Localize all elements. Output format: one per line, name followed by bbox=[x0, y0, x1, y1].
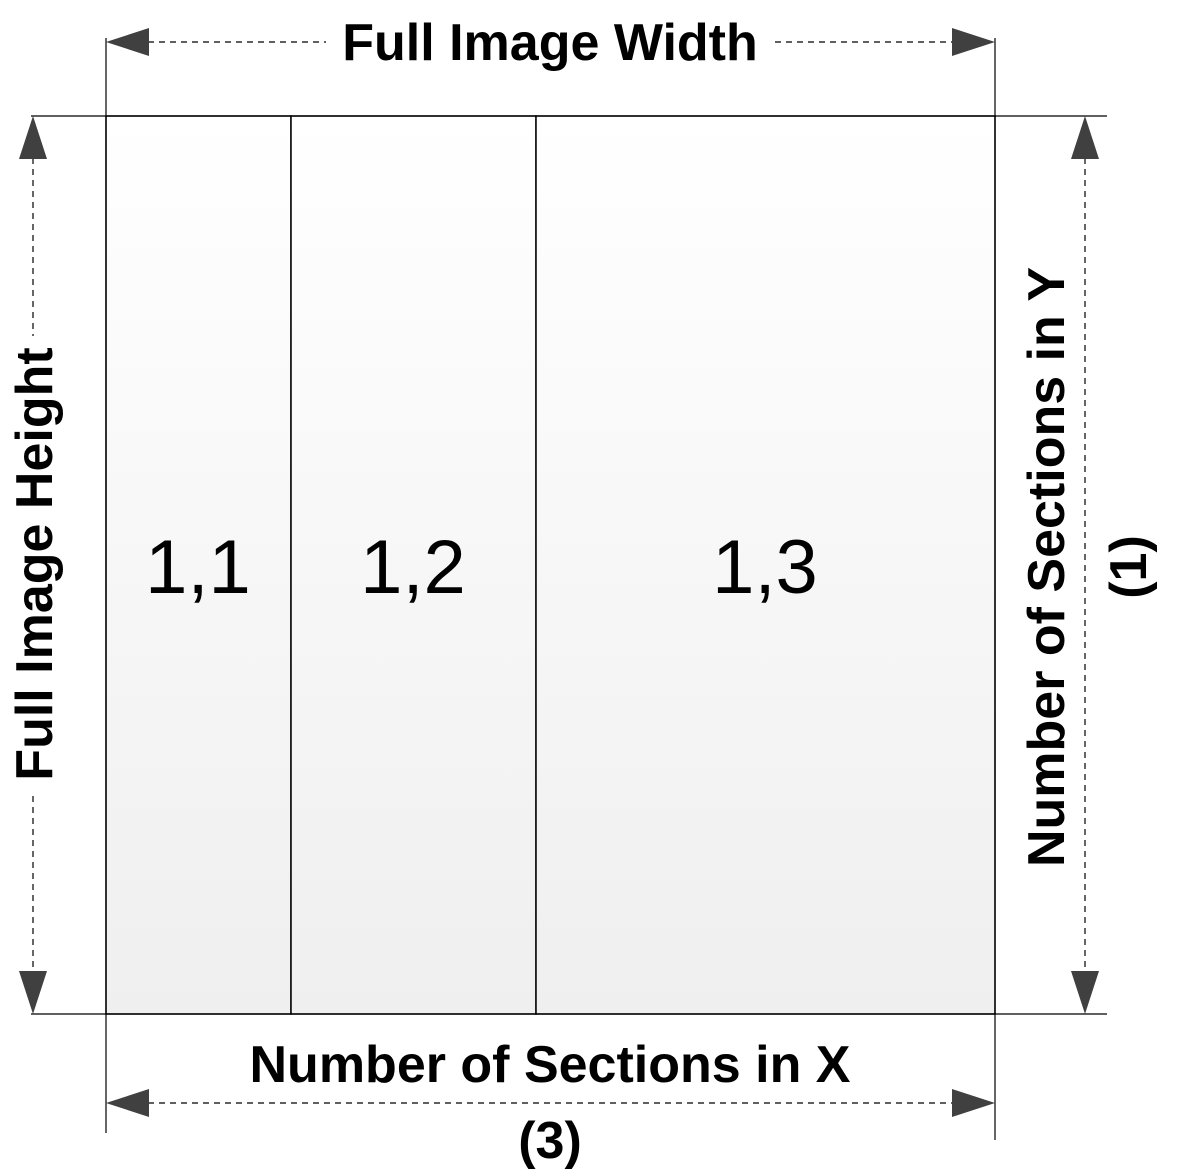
width-arrow-left bbox=[106, 28, 149, 56]
sections-x-dimension: Number of Sections in X (3) bbox=[106, 1036, 995, 1170]
sections-x-arrow-right bbox=[952, 1089, 995, 1117]
section-cell-1-2 bbox=[290, 115, 537, 1015]
height-arrow-top bbox=[19, 116, 47, 159]
sections-y-arrow-bottom bbox=[1071, 971, 1099, 1014]
section-label-1-3: 1,3 bbox=[712, 525, 818, 610]
height-label: Full Image Height bbox=[6, 347, 64, 780]
section-label-1-1: 1,1 bbox=[145, 525, 251, 610]
height-dimension: Full Image Height bbox=[6, 116, 64, 1014]
sections-x-count: (3) bbox=[518, 1112, 582, 1170]
extension-lines bbox=[31, 38, 1107, 1140]
section-labels: 1,1 1,2 1,3 bbox=[145, 525, 818, 610]
sections-y-dimension: Number of Sections in Y (1) bbox=[1018, 116, 1158, 1014]
sections-y-arrow-top bbox=[1071, 116, 1099, 159]
width-label: Full Image Width bbox=[342, 14, 758, 72]
sections-x-arrow-left bbox=[106, 1089, 149, 1117]
sections-x-label: Number of Sections in X bbox=[250, 1036, 851, 1094]
height-arrow-bottom bbox=[19, 971, 47, 1014]
width-dimension: Full Image Width bbox=[106, 14, 995, 72]
sections-y-label: Number of Sections in Y bbox=[1018, 267, 1076, 867]
width-arrow-right bbox=[952, 28, 995, 56]
section-cell-1-1 bbox=[105, 115, 292, 1015]
sections-y-count: (1) bbox=[1100, 535, 1158, 599]
section-label-1-2: 1,2 bbox=[360, 525, 466, 610]
